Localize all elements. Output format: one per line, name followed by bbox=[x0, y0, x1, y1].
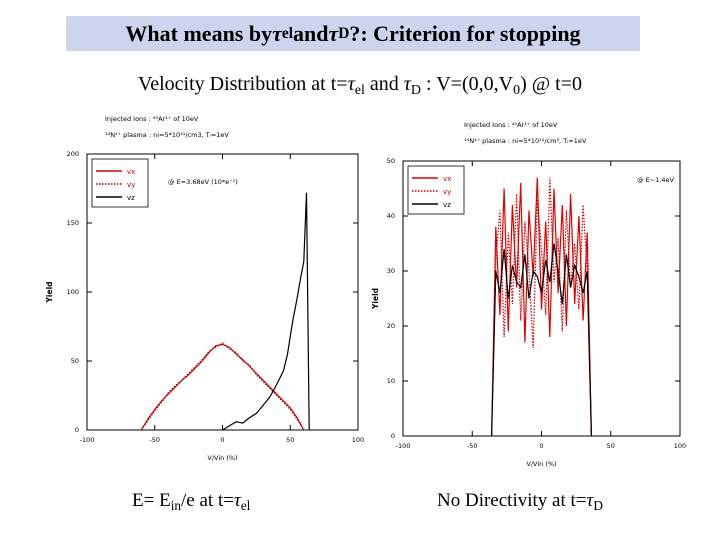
caption-left: E= Ein/e at t=τel bbox=[132, 490, 250, 512]
right-xtick-label-0: -100 bbox=[396, 442, 411, 450]
left-ylabel: Yield bbox=[45, 281, 54, 303]
slide-subtitle: Velocity Distribution at t=τel and τD : … bbox=[0, 73, 720, 98]
caption-left-text-1: E= E bbox=[132, 490, 171, 511]
chart-right: Injected Ions : ⁴⁰Ar¹⁺ of 10eV ¹⁴N¹⁺ plas… bbox=[371, 121, 686, 468]
subtitle-sub-d: D bbox=[410, 83, 422, 98]
right-xtick-label-3: 50 bbox=[607, 442, 615, 450]
right-xtick-label-2: 0 bbox=[539, 442, 543, 450]
right-legend-label-vx: vx bbox=[443, 175, 451, 183]
left-xtick-label-4: 100 bbox=[352, 436, 364, 444]
left-header-line2: ¹⁴N¹⁺ plasma : ni=5*10¹¹/cm3, Tᵢ=1eV bbox=[105, 131, 229, 139]
left-ytick-label-0: 0 bbox=[75, 426, 79, 434]
right-series-vx-line bbox=[491, 177, 592, 437]
chart-left: Injected Ions : ⁴⁰Ar¹⁺ of 10eV ¹⁴N¹⁺ plas… bbox=[45, 115, 364, 462]
left-legend-label-vy: vy bbox=[127, 181, 135, 189]
subtitle-text-2: and bbox=[364, 73, 404, 95]
left-xtick-label-1: -50 bbox=[149, 436, 160, 444]
right-header-line1: Injected Ions : ⁴⁰Ar¹⁺ of 10eV bbox=[464, 121, 558, 129]
left-ytick-label-4: 200 bbox=[67, 150, 79, 158]
subtitle-tau-d: τ bbox=[403, 73, 411, 95]
left-header-line1: Injected Ions : ⁴⁰Ar¹⁺ of 10eV bbox=[105, 115, 199, 123]
title-tau-el: τ bbox=[272, 20, 282, 46]
left-legend-label-vz: vz bbox=[127, 194, 135, 202]
left-series-vz-line bbox=[222, 192, 310, 431]
left-xlabel: V/Vin (%) bbox=[207, 454, 237, 462]
subtitle-sub-0: 0 bbox=[513, 83, 521, 98]
right-legend-box bbox=[407, 165, 465, 215]
left-annotation: @ E=3.68eV (10*e⁻¹) bbox=[168, 178, 238, 186]
subtitle-text-3: : V=(0,0,V bbox=[421, 73, 514, 95]
left-xtick-label-0: -100 bbox=[80, 436, 95, 444]
right-xtick-label-1: -50 bbox=[467, 442, 478, 450]
left-ytick-label-3: 150 bbox=[67, 219, 79, 227]
left-xtick-label-2: 0 bbox=[220, 436, 224, 444]
right-ytick-label-1: 10 bbox=[387, 377, 395, 385]
caption-right-text: No Directivity at t= bbox=[437, 490, 587, 511]
title-text-1: What means by bbox=[125, 20, 273, 46]
left-ytick-label-1: 50 bbox=[71, 357, 79, 365]
caption-right-tau: τ bbox=[586, 490, 594, 511]
subtitle-tau-el: τ bbox=[347, 73, 355, 95]
title-tau-d: τ bbox=[328, 20, 339, 46]
left-legend-label-vx: vx bbox=[127, 168, 135, 176]
caption-left-sub-el: el bbox=[240, 498, 251, 513]
right-legend-label-vz: vz bbox=[443, 201, 451, 209]
right-xlabel: V/Vin (%) bbox=[526, 460, 556, 468]
subtitle-text-1: Velocity Distribution at t= bbox=[137, 73, 348, 95]
caption-right-sub-d: D bbox=[593, 498, 603, 513]
right-ylabel: Yield bbox=[371, 288, 380, 310]
left-xtick-label-3: 50 bbox=[286, 436, 294, 444]
right-header-line2: ¹⁴N¹⁺ plasma : ni=5*10¹¹/cm³, Tᵢ=1eV bbox=[464, 137, 587, 145]
caption-left-tau: τ bbox=[233, 490, 241, 511]
caption-left-text-2: /e at t= bbox=[181, 490, 234, 511]
right-ytick-label-5: 50 bbox=[387, 157, 395, 165]
right-ytick-label-4: 40 bbox=[387, 212, 395, 220]
left-series-vy-line bbox=[140, 342, 305, 431]
title-text-3: ?: Criterion for stopping bbox=[349, 20, 581, 46]
caption-left-sub-in: in bbox=[170, 498, 182, 513]
left-ytick-label-2: 100 bbox=[67, 288, 79, 296]
right-annotation: @ E~1.4eV bbox=[637, 176, 674, 184]
left-series-vx-line bbox=[140, 343, 305, 431]
subtitle-text-4: ) @ t=0 bbox=[520, 73, 582, 95]
left-legend-box bbox=[91, 158, 149, 208]
right-series-vz-line bbox=[491, 243, 592, 437]
title-text-2: and bbox=[292, 20, 329, 46]
caption-right: No Directivity at t=τD bbox=[437, 490, 603, 512]
right-xtick-label-4: 100 bbox=[674, 442, 686, 450]
right-series-vy-line bbox=[491, 177, 592, 437]
subtitle-sub-el: el bbox=[354, 83, 365, 98]
right-ytick-label-2: 20 bbox=[387, 322, 395, 330]
right-ytick-label-0: 0 bbox=[391, 432, 395, 440]
right-ytick-label-3: 30 bbox=[387, 267, 395, 275]
right-legend-label-vy: vy bbox=[443, 188, 451, 196]
